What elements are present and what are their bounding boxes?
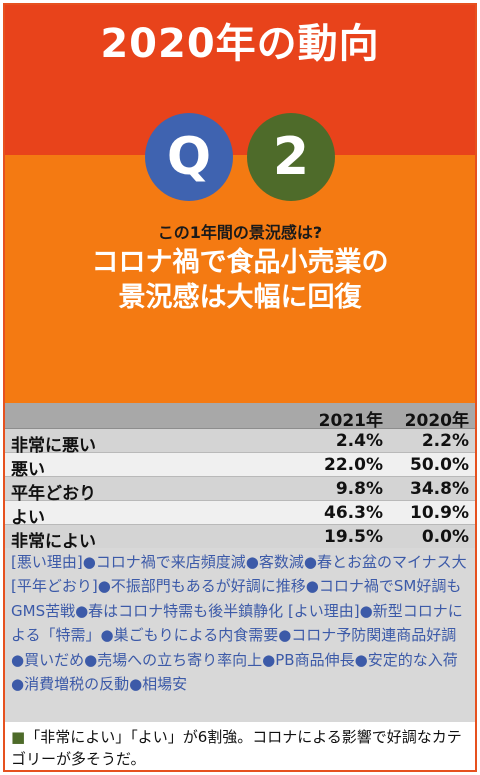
value-2020: 10.9% [410,503,469,523]
column-header-2021: 2021年 [318,411,383,431]
table-header-row: 2021年 2020年 [5,403,475,431]
headline: コロナ禍で食品小売業の 景況感は大幅に回復 [5,245,475,315]
table-row: 非常によい 19.5% 0.0% [5,525,475,552]
footer-note: ■「非常によい」「よい」が6割強。コロナによる影響で好調なカテゴリーが多そうだ。 [5,722,475,770]
table-row: よい 46.3% 10.9% [5,501,475,528]
value-2020: 50.0% [410,455,469,475]
value-2020: 34.8% [410,479,469,499]
row-label: 平年どおり [11,484,96,504]
value-2021: 2.4% [335,431,383,451]
table-body: 非常に悪い 2.4% 2.2% 悪い 22.0% 50.0% 平年どおり 9.8% 34.8% よ… [5,429,475,552]
row-label: 非常によい [11,532,96,552]
data-table: 2021年 2020年 非常に悪い 2.4% 2.2% 悪い 22.0% 50.0% 平年ど… [5,403,475,552]
footer-text: 「非常によい」「よい」が6割強。コロナによる影響で好調なカテゴリーが多そうだ。 [11,728,462,768]
column-header-2020: 2020年 [404,411,469,431]
hero: 2020年の動向 Q 2 この1年間の景況感は? コロナ禍で食品小売業の 景況感… [5,5,475,403]
table-row: 平年どおり 9.8% 34.8% [5,477,475,504]
q-badge: Q [145,113,233,201]
value-2021: 19.5% [324,527,383,547]
table-row: 非常に悪い 2.4% 2.2% [5,429,475,456]
question-number-badge: 2 [247,113,335,201]
infographic: 2020年の動向 Q 2 この1年間の景況感は? コロナ禍で食品小売業の 景況感… [3,3,477,772]
headline-line-1: コロナ禍で食品小売業の [91,247,389,278]
hero-top-band [5,5,475,155]
table-row: 悪い 22.0% 50.0% [5,453,475,480]
value-2020: 0.0% [421,527,469,547]
row-label: 非常に悪い [11,436,96,456]
value-2021: 9.8% [335,479,383,499]
square-bullet-icon: ■ [11,728,26,746]
value-2021: 46.3% [324,503,383,523]
value-2021: 22.0% [324,455,383,475]
headline-line-2: 景況感は大幅に回復 [118,282,362,313]
page-title: 2020年の動向 [100,21,380,67]
row-label: 悪い [11,460,45,480]
row-label: よい [11,508,45,528]
value-2020: 2.2% [421,431,469,451]
question-text: この1年間の景況感は? [157,223,323,242]
reasons-text: [悪い理由]●コロナ禍で来店頻度減●客数減●春とお盆のマイナス大 [平年どおり]… [5,548,475,722]
hero-bottom-band [5,155,475,403]
